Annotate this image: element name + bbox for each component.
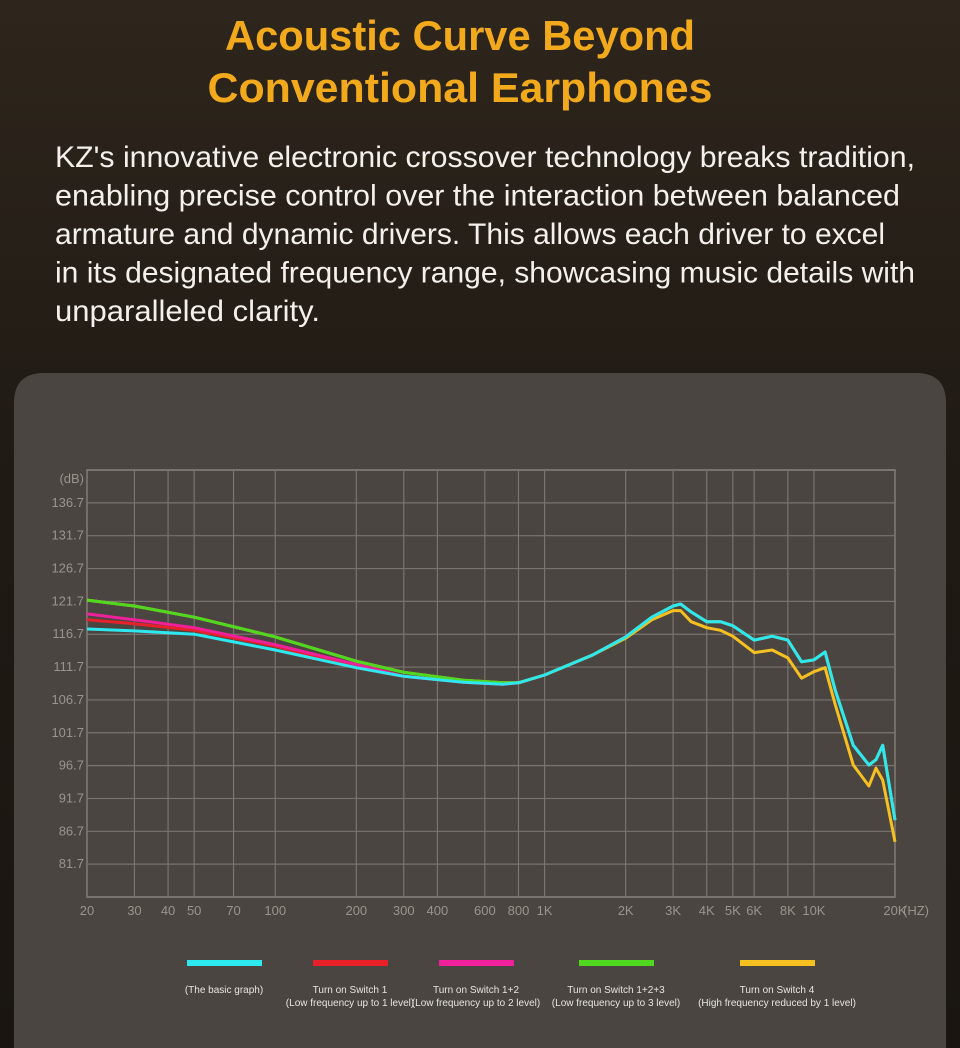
legend-label: Turn on Switch 1+2+3 [567,985,665,996]
x-tick-label: 20K [883,903,906,918]
x-tick-label: 300 [393,903,415,918]
x-tick-label: 40 [161,903,175,918]
legend-swatch [740,960,815,966]
chart-panel [14,373,946,1048]
x-tick-label: 30 [127,903,141,918]
x-tick-label: 1K [537,903,553,918]
x-tick-label: 200 [345,903,367,918]
x-tick-label: 800 [508,903,530,918]
x-tick-label: 8K [780,903,796,918]
legend-swatch [439,960,514,966]
body-line: armature and dynamic drivers. This allow… [55,218,885,251]
y-tick-label: 111.7 [53,659,84,674]
y-tick-label: 96.7 [59,758,84,773]
x-tick-label: 20 [80,903,94,918]
series-line [86,602,897,821]
y-tick-label: 106.7 [51,692,84,707]
y-tick-label: 121.7 [51,593,84,608]
legend-swatch [579,960,654,966]
legend-label: (The basic graph) [185,985,263,996]
x-tick-label: 6K [746,903,762,918]
x-tick-label: 2K [618,903,634,918]
header: Acoustic Curve Beyond Conventional Earpho… [55,12,915,328]
x-tick-label: 100 [264,903,286,918]
legend-swatch [187,960,262,966]
x-tick-label: 400 [427,903,449,918]
legend-swatch [313,960,388,966]
body-line: in its designated frequency range, showc… [55,257,915,290]
x-tick-label: 600 [474,903,496,918]
legend-description: (Low frequency up to 2 level) [412,998,540,1009]
y-tick-label: 126.7 [51,561,84,576]
legend-description: (High frequency reduced by 1 level) [698,998,856,1009]
body-line: KZ's innovative electronic crossover tec… [55,141,915,174]
body-line: enabling precise control over the intera… [55,180,900,213]
y-tick-label: 91.7 [59,790,84,805]
title-line: Acoustic Curve Beyond [225,12,695,59]
legend-description: (Low frequency up to 1 level) [286,998,414,1009]
x-axis-label: (HZ) [903,903,929,918]
body-line: unparalleled clarity. [55,295,320,328]
x-tick-label: 3K [665,903,681,918]
y-tick-label: 86.7 [59,823,84,838]
y-tick-label: 101.7 [51,725,84,740]
y-tick-label: 116.7 [52,626,84,641]
y-axis-label: (dB) [59,471,84,486]
y-tick-label: 131.7 [51,528,84,543]
legend-label: Turn on Switch 4 [740,985,815,996]
x-tick-label: 50 [187,903,201,918]
y-tick-label: 136.7 [51,495,84,510]
title-line: Conventional Earphones [208,64,713,111]
x-tick-label: 10K [802,903,825,918]
y-tick-label: 81.7 [59,856,84,871]
legend-label: Turn on Switch 1 [313,985,388,996]
x-tick-label: 70 [226,903,240,918]
legend-label: Turn on Switch 1+2 [433,985,520,996]
legend-description: (Low frequency up to 3 level) [552,998,680,1009]
x-tick-label: 4K [699,903,715,918]
x-tick-label: 5K [725,903,741,918]
